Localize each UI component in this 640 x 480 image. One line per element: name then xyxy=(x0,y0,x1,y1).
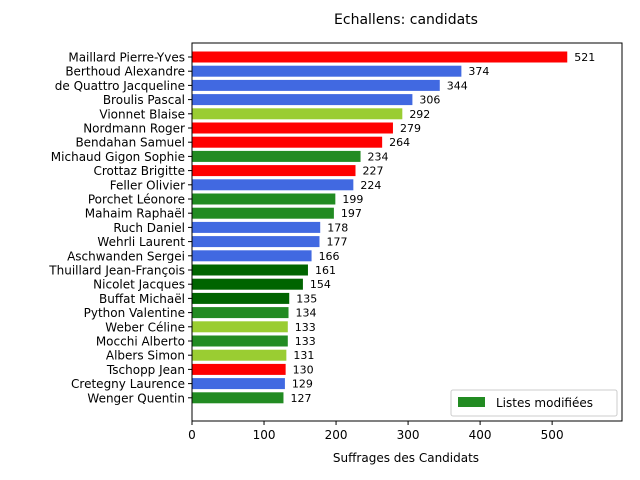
category-label: Aschwanden Sergei xyxy=(67,249,185,263)
category-label: de Quattro Jacqueline xyxy=(55,79,185,93)
x-tick-label: 300 xyxy=(397,428,420,442)
bar xyxy=(192,94,413,106)
category-label: Nicolet Jacques xyxy=(93,278,185,292)
category-label: Maillard Pierre-Yves xyxy=(68,51,185,65)
bar xyxy=(192,264,308,276)
bar xyxy=(192,221,321,233)
value-label: 135 xyxy=(296,292,317,305)
legend: Listes modifiées xyxy=(450,389,618,417)
value-label: 264 xyxy=(389,136,410,149)
legend-swatch xyxy=(458,397,485,407)
value-label: 154 xyxy=(310,278,331,291)
value-label: 134 xyxy=(296,307,317,320)
category-label: Porchet Léonore xyxy=(88,193,185,207)
category-label: Berthoud Alexandre xyxy=(65,65,185,79)
x-tick-label: 400 xyxy=(469,428,492,442)
legend-box xyxy=(450,389,618,417)
category-label: Wehrli Laurent xyxy=(97,235,185,249)
category-label: Feller Olivier xyxy=(110,178,185,192)
category-label: Vionnet Blaise xyxy=(99,107,185,121)
category-label: Python Valentine xyxy=(84,306,185,320)
x-tick-label: 200 xyxy=(325,428,348,442)
bar xyxy=(192,363,286,375)
value-label: 234 xyxy=(368,150,389,163)
x-tick-label: 100 xyxy=(253,428,276,442)
bar xyxy=(192,65,462,77)
category-label: Buffat Michaël xyxy=(99,292,185,306)
bar xyxy=(192,236,320,248)
category-label: Wenger Quentin xyxy=(87,391,185,405)
value-label: 131 xyxy=(293,349,314,362)
bar xyxy=(192,79,440,91)
x-tick-label: 0 xyxy=(188,428,196,442)
bar xyxy=(192,150,361,162)
value-label: 292 xyxy=(409,108,430,121)
value-label: 374 xyxy=(468,65,489,78)
bar xyxy=(192,349,287,361)
category-label: Cretegny Laurence xyxy=(71,377,185,391)
bar xyxy=(192,108,403,120)
category-label: Bendahan Samuel xyxy=(75,136,185,150)
category-label: Crottaz Brigitte xyxy=(93,164,185,178)
bar xyxy=(192,321,288,333)
category-label: Weber Céline xyxy=(105,320,185,334)
x-tick-label: 500 xyxy=(541,428,564,442)
bar xyxy=(192,179,354,191)
category-label: Mocchi Alberto xyxy=(96,335,185,349)
bar xyxy=(192,193,336,205)
chart-title: Echallens: candidats xyxy=(334,12,478,28)
bars-group xyxy=(192,51,568,404)
bar xyxy=(192,392,284,404)
category-label: Mahaim Raphaël xyxy=(85,207,185,221)
bar xyxy=(192,250,312,262)
value-label: 177 xyxy=(326,236,347,249)
bar xyxy=(192,292,290,304)
value-label: 133 xyxy=(295,321,316,334)
bar xyxy=(192,207,334,219)
value-label: 306 xyxy=(419,94,440,107)
value-label: 133 xyxy=(295,335,316,348)
category-label: Michaud Gigon Sophie xyxy=(51,150,185,164)
value-label: 166 xyxy=(319,250,340,263)
category-label: Tschopp Jean xyxy=(106,363,185,377)
x-axis-ticks: 0 100 200 300 400 500 xyxy=(188,421,564,442)
value-label: 178 xyxy=(327,221,348,234)
legend-label: Listes modifiées xyxy=(496,396,593,410)
bar xyxy=(192,335,288,347)
value-label: 130 xyxy=(293,363,314,376)
category-label: Albers Simon xyxy=(106,349,185,363)
value-label: 521 xyxy=(574,51,595,64)
value-label: 161 xyxy=(315,264,336,277)
bar xyxy=(192,278,303,290)
category-label: Broulis Pascal xyxy=(103,93,185,107)
category-label: Nordmann Roger xyxy=(83,122,185,136)
value-label: 199 xyxy=(342,193,363,206)
bar xyxy=(192,378,285,390)
value-label: 344 xyxy=(447,79,468,92)
value-label: 227 xyxy=(363,165,384,178)
category-label: Thuillard Jean-François xyxy=(48,264,185,278)
value-label: 127 xyxy=(290,392,311,405)
value-label: 279 xyxy=(400,122,421,135)
y-axis-ticks xyxy=(188,56,192,399)
value-label: 224 xyxy=(360,179,381,192)
value-label: 197 xyxy=(341,207,362,220)
bar xyxy=(192,136,383,148)
plot-frame xyxy=(191,42,623,422)
bar xyxy=(192,165,356,177)
category-label: Ruch Daniel xyxy=(113,221,185,235)
x-axis-label: Suffrages des Candidats xyxy=(333,451,479,465)
value-label: 129 xyxy=(292,378,313,391)
bar xyxy=(192,307,289,319)
bar xyxy=(192,51,568,63)
bar xyxy=(192,122,393,134)
